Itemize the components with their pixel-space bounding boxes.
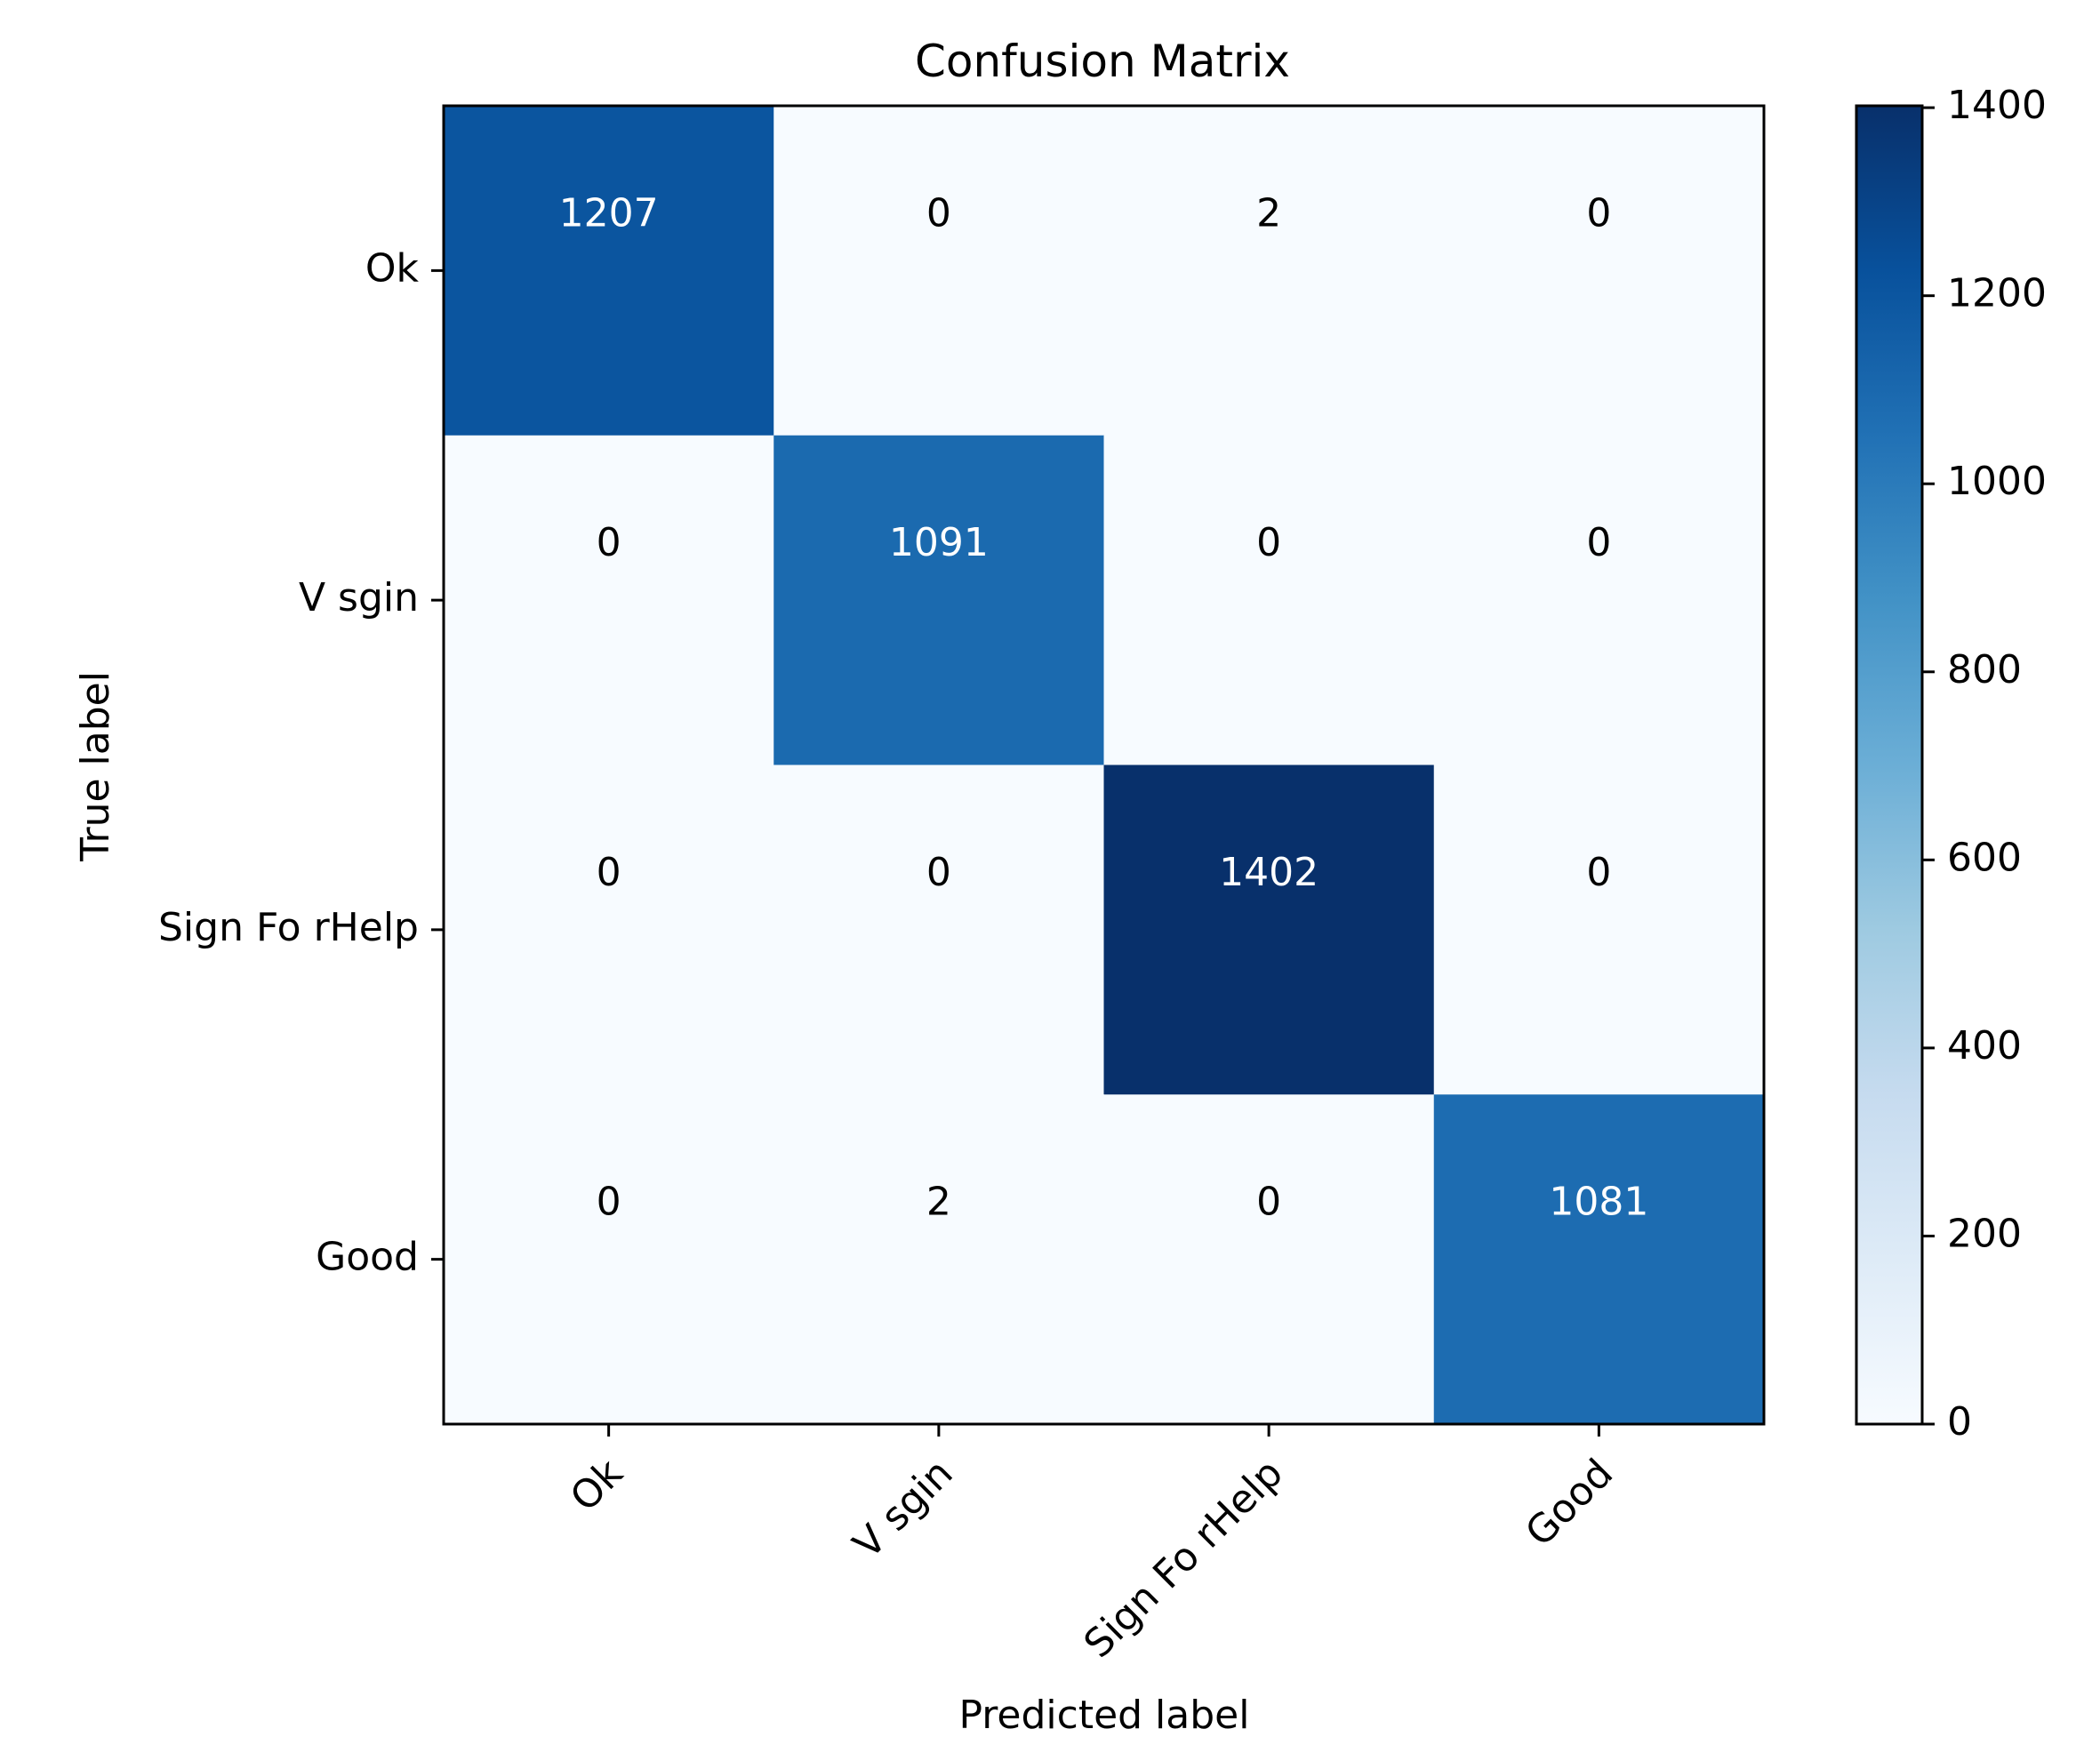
- x-tick-label: Sign Fo rHelp: [1076, 1451, 1292, 1667]
- colorbar: [1855, 104, 1924, 1426]
- heatmap-cell: [1433, 1094, 1765, 1425]
- cell-value-label: 2: [1256, 190, 1281, 236]
- y-axis-label: True label: [73, 671, 118, 862]
- cell-value-label: 1207: [559, 190, 659, 236]
- cell-value-label: 0: [1256, 1180, 1281, 1225]
- x-axis-label: Predicted label: [959, 1693, 1250, 1738]
- colorbar-tick-label: 1200: [1947, 271, 2047, 316]
- heatmap-cell: [1433, 106, 1765, 436]
- chart-title: Confusion Matrix: [915, 36, 1290, 87]
- heatmap-cell: [1103, 1094, 1435, 1425]
- y-tick-label: V sgin: [299, 575, 419, 620]
- heatmap-cell: [1103, 435, 1435, 765]
- y-tick-label: Good: [316, 1235, 419, 1280]
- colorbar-tick-label: 800: [1947, 647, 2022, 692]
- heatmap-cell: [773, 106, 1104, 436]
- plot-frame: [442, 104, 1766, 1426]
- cell-value-label: 0: [1586, 190, 1611, 236]
- heatmap-cell: [1103, 764, 1435, 1095]
- heatmap-cell: [1433, 764, 1765, 1095]
- heatmap-cell: [773, 435, 1104, 765]
- heatmap-cell: [773, 1094, 1104, 1425]
- cell-value-label: 0: [597, 1180, 621, 1225]
- heatmap-cell: [444, 764, 774, 1095]
- cell-value-label: 0: [1256, 520, 1281, 565]
- colorbar-ticks: 0 200 400 600 800 1000 1200 1400: [1922, 83, 2047, 1445]
- heatmap-cell-labels: 1207 0 2 0 0 1091 0 0 0 0 1402 0 0 2 0 1081: [559, 190, 1649, 1224]
- heatmap-cell: [444, 106, 774, 436]
- cell-value-label: 0: [597, 520, 621, 565]
- y-tick-label: Ok: [365, 245, 420, 291]
- colorbar-tick-label: 0: [1947, 1399, 1972, 1445]
- colorbar-tick-label: 1000: [1947, 459, 2047, 504]
- cell-value-label: 2: [926, 1180, 951, 1225]
- x-tick-label: V sgin: [845, 1451, 962, 1568]
- cell-value-label: 1402: [1219, 850, 1319, 895]
- colorbar-tick-label: 200: [1947, 1211, 2022, 1256]
- y-axis-ticks: Ok V sgin Sign Fo rHelp Good: [158, 245, 444, 1280]
- heatmap-cells: [444, 106, 1765, 1425]
- x-axis-ticks: Ok V sgin Sign Fo rHelp Good: [562, 1424, 1622, 1667]
- cell-value-label: 0: [597, 850, 621, 895]
- x-tick-label: Ok: [562, 1450, 632, 1520]
- x-tick-label: Good: [1517, 1451, 1622, 1556]
- cell-value-label: 0: [1586, 520, 1611, 565]
- cell-value-label: 0: [926, 850, 951, 895]
- heatmap-cell: [1433, 435, 1765, 765]
- cell-value-label: 0: [1586, 850, 1611, 895]
- cell-value-label: 0: [926, 190, 951, 236]
- heatmap-cell: [444, 1094, 774, 1425]
- colorbar-tick-label: 600: [1947, 835, 2022, 880]
- colorbar-tick-label: 400: [1947, 1023, 2022, 1069]
- cell-value-label: 1081: [1549, 1180, 1648, 1225]
- colorbar-tick-label: 1400: [1947, 83, 2047, 128]
- heatmap-cell: [773, 764, 1104, 1095]
- heatmap-cell: [1103, 106, 1435, 436]
- cell-value-label: 1091: [889, 520, 989, 565]
- heatmap-cell: [444, 435, 774, 765]
- y-tick-label: Sign Fo rHelp: [158, 905, 419, 950]
